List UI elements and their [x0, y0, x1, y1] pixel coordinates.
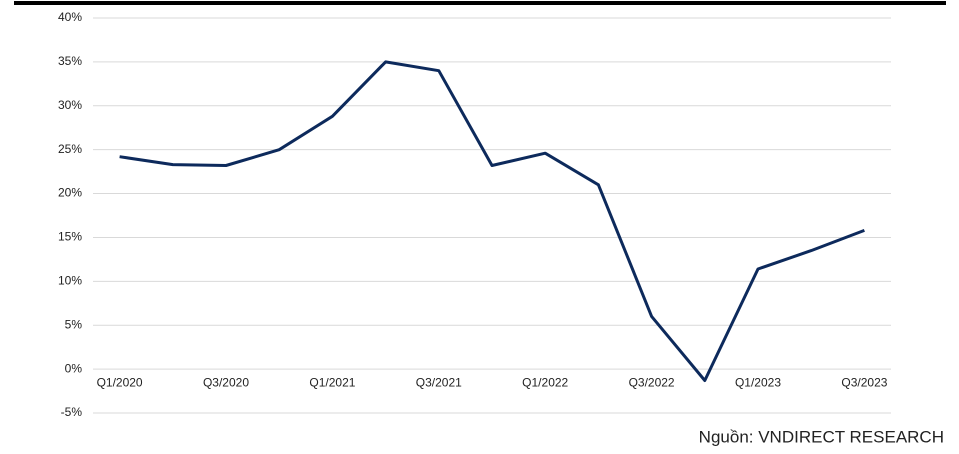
x-tick-label: Q1/2023: [735, 375, 781, 389]
y-tick-label: 40%: [58, 10, 82, 24]
x-tick-label: Q3/2021: [416, 375, 462, 389]
x-tick-label: Q3/2020: [203, 375, 249, 389]
line: [119, 60, 865, 382]
y-tick-label: 20%: [58, 186, 82, 200]
source: Nguồn: VNDIRECT RESEARCH: [699, 427, 944, 446]
y-tick-label: 15%: [58, 230, 82, 244]
x-tick-label: Q1/2020: [97, 375, 143, 389]
x-tick-label: Q1/2022: [522, 375, 568, 389]
x-tick-label: Q1/2021: [309, 375, 355, 389]
y-tick-label: 25%: [58, 142, 82, 156]
x-tick-label: Q3/2023: [841, 375, 887, 389]
x-tick-label: Q3/2022: [629, 375, 675, 389]
y-tick-label: 35%: [58, 54, 82, 68]
top-rule: [14, 1, 946, 5]
y-tick-label: 30%: [58, 98, 82, 112]
y-tick-label: 0%: [65, 361, 83, 375]
y-tick-label: 10%: [58, 274, 82, 288]
y-tick-label: 5%: [65, 317, 83, 331]
y-tick-label: -5%: [61, 405, 83, 419]
